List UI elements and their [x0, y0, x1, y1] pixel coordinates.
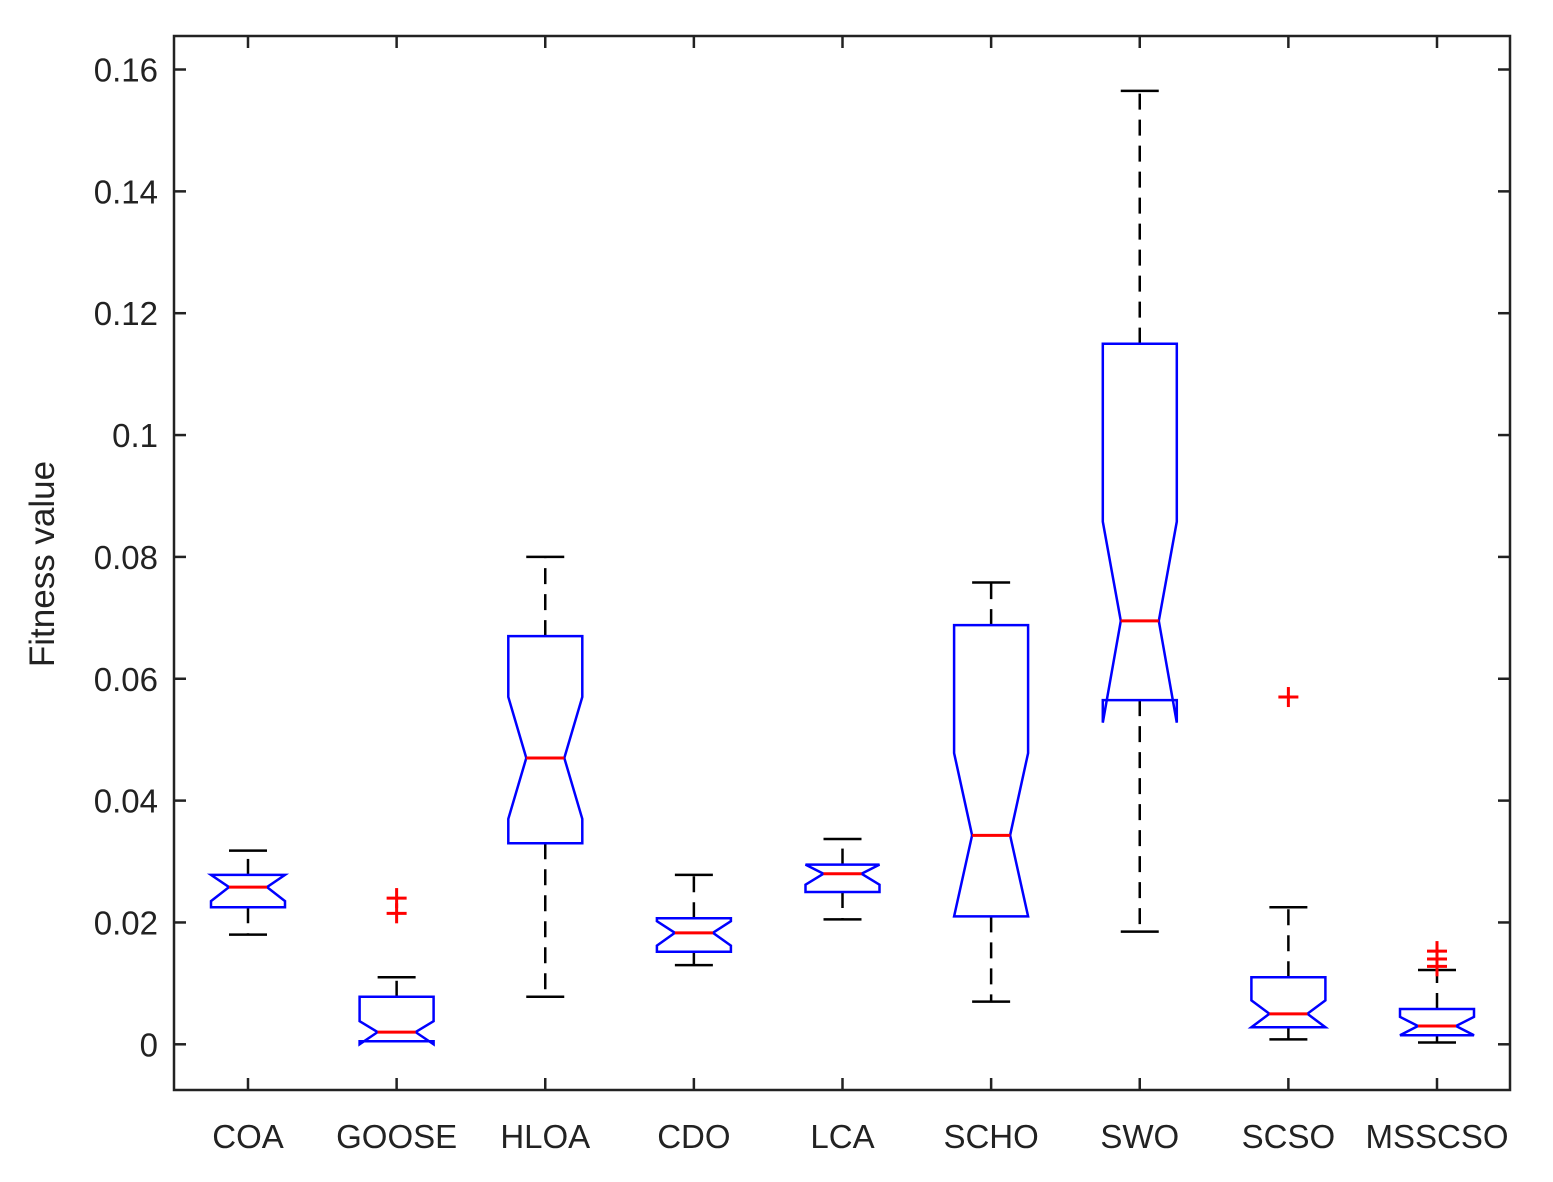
- x-tick-label: SCHO: [943, 1118, 1038, 1155]
- box-lca: [804, 837, 881, 921]
- x-tick-label: CDO: [657, 1118, 730, 1155]
- y-tick-label: 0.08: [94, 539, 158, 576]
- box-hloa: [507, 555, 584, 999]
- notched-box: [804, 863, 881, 894]
- notched-box: [358, 995, 435, 1047]
- y-axis-title: Fitness value: [23, 461, 62, 667]
- notched-box: [1101, 342, 1179, 723]
- box-goose: [358, 888, 435, 1047]
- box-msscso: [1398, 941, 1476, 1044]
- notched-box: [1398, 1007, 1476, 1037]
- box-swo: [1101, 89, 1179, 933]
- notched-box: [507, 634, 584, 845]
- y-tick-label: 0.02: [94, 904, 158, 941]
- y-tick-label: 0.1: [112, 417, 158, 454]
- y-tick-label: 0.12: [94, 295, 158, 332]
- x-tick-label: GOOSE: [336, 1118, 457, 1155]
- y-tick-label: 0.14: [94, 173, 158, 210]
- x-tick-label: COA: [212, 1118, 284, 1155]
- x-tick-label: SCSO: [1242, 1118, 1336, 1155]
- x-tick-label: LCA: [810, 1118, 874, 1155]
- y-tick-label: 0.04: [94, 783, 158, 820]
- box-cdo: [655, 873, 733, 967]
- y-tick-label: 0: [140, 1026, 158, 1063]
- x-tick-label: SWO: [1100, 1118, 1179, 1155]
- notched-box: [1247, 976, 1330, 1029]
- y-tick-label: 0.16: [94, 52, 158, 89]
- axes: 0 0.02 0.04 0.06 0.08 0.1 0.12 0.14 0.16 COA GOOSE…: [94, 34, 1512, 1155]
- notched-box: [655, 916, 733, 953]
- box-scho: [952, 581, 1030, 1003]
- box-coa: [206, 849, 290, 936]
- data-layer: [206, 89, 1476, 1047]
- plot-frame: [172, 34, 1512, 1092]
- box-scso: [1247, 687, 1330, 1041]
- notched-box: [206, 873, 290, 909]
- x-tick-label: HLOA: [500, 1118, 590, 1155]
- notched-box: [952, 623, 1030, 918]
- x-tick-label: MSSCSO: [1365, 1118, 1508, 1155]
- y-tick-label: 0.06: [94, 661, 158, 698]
